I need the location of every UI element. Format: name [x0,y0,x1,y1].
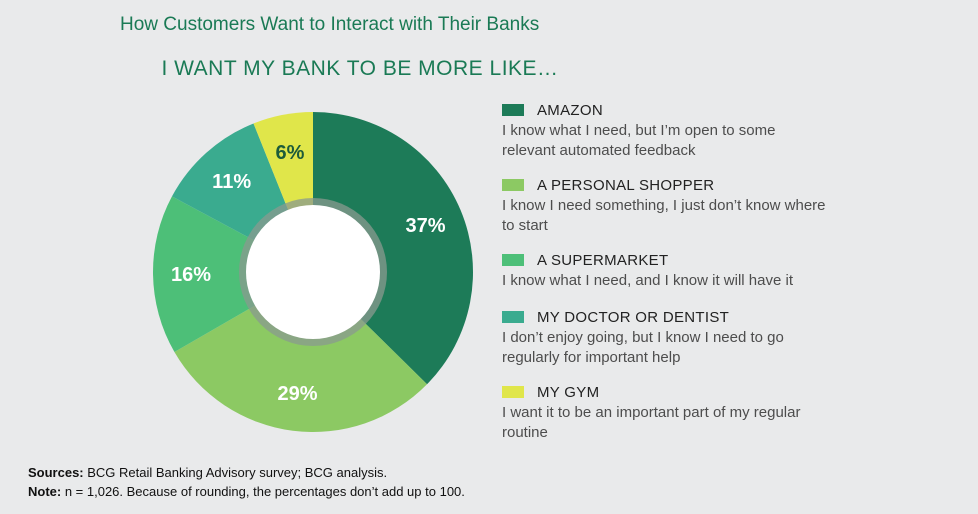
legend-item-gym: MY GYM I want it to be an important part… [502,382,832,443]
slice-label-personal-shopper: 29% [278,383,318,405]
chart-title: How Customers Want to Interact with Thei… [120,14,540,35]
chart-subtitle: I WANT MY BANK TO BE MORE LIKE… [161,57,559,80]
legend-item-supermarket: A SUPERMARKET I know what I need, and I … [502,250,832,291]
sources-line: Sources: BCG Retail Banking Advisory sur… [28,463,465,482]
legend-swatch-amazon [502,104,524,116]
legend-swatch-supermarket [502,254,524,266]
sources-text: BCG Retail Banking Advisory survey; BCG … [83,465,388,480]
slice-label-supermarket: 16% [171,264,211,286]
slice-personal-shopper [174,272,428,432]
legend-label-gym: MY GYM [537,383,600,401]
legend-label-doctor-dentist: MY DOCTOR OR DENTIST [537,308,730,326]
slice-label-gym: 6% [275,142,304,164]
slice-amazon [313,112,474,385]
legend-desc-personal-shopper: I know I need something, I just don’t kn… [502,197,826,234]
legend-desc-doctor-dentist: I don’t enjoy going, but I know I need t… [502,329,784,366]
legend-desc-gym: I want it to be an important part of my … [502,404,801,441]
donut-hole [246,205,380,339]
legend-desc-supermarket: I know what I need, and I know it will h… [502,272,793,289]
legend-swatch-doctor-dentist [502,311,524,323]
footnotes: Sources: BCG Retail Banking Advisory sur… [28,463,465,501]
legend-item-personal-shopper: A PERSONAL SHOPPER I know I need somethi… [502,175,832,236]
legend-label-amazon: AMAZON [537,101,603,119]
slice-label-amazon: 37% [406,215,446,237]
legend-swatch-personal-shopper [502,179,524,191]
note-text: n = 1,026. Because of rounding, the perc… [61,484,465,499]
slice-label-doctor-dentist: 11% [212,171,251,193]
note-label: Note: [28,484,62,499]
note-line: Note: n = 1,026. Because of rounding, th… [28,482,465,501]
slice-supermarket [153,196,313,352]
legend-swatch-gym [502,386,524,398]
legend-label-supermarket: A SUPERMARKET [537,251,669,269]
sources-label: Sources: [28,465,84,480]
legend-label-personal-shopper: A PERSONAL SHOPPER [537,176,715,194]
legend-item-amazon: AMAZON I know what I need, but I’m open … [502,100,832,161]
legend-item-doctor-dentist: MY DOCTOR OR DENTIST I don’t enjoy going… [502,307,832,368]
legend-desc-amazon: I know what I need, but I’m open to some… [502,122,776,159]
